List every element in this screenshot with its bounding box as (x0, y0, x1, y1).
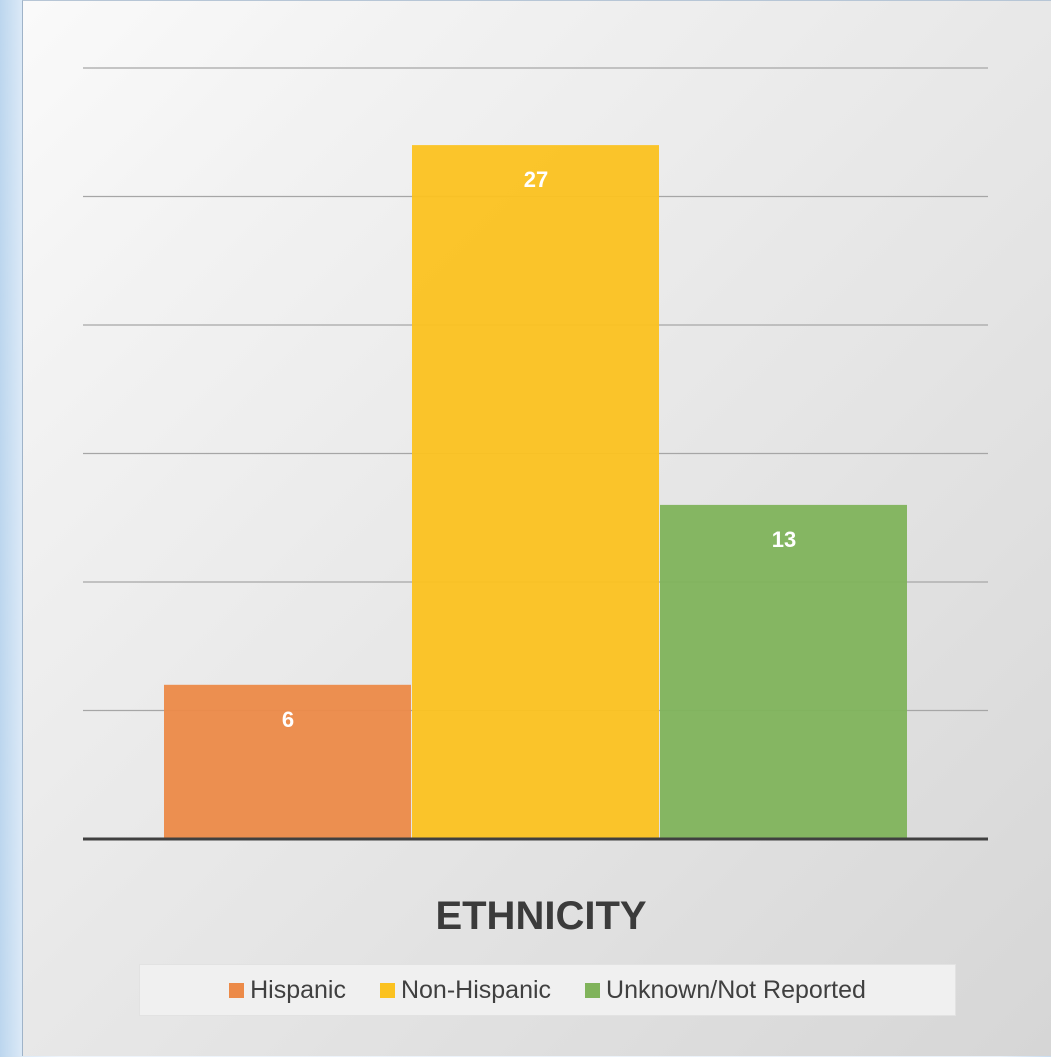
legend-swatch (379, 982, 395, 998)
legend-label: Unknown/Not Reported (606, 975, 866, 1004)
legend-label: Hispanic (250, 975, 346, 1004)
chart-panel: 6 27 13 ETHNICITY Hispanic Non-Hispanic Unkn… (22, 0, 1051, 1056)
legend-swatch (585, 982, 601, 998)
data-labels: 6 27 13 (282, 167, 796, 732)
legend-label: Non-Hispanic (400, 975, 552, 1004)
chart-plot: 6 27 13 ETHNICITY (83, 67, 988, 938)
bar-unknown-not-reported (660, 504, 907, 839)
legend-item: Hispanic (229, 976, 346, 1005)
legend-swatch (229, 982, 245, 998)
bar-non-hispanic (412, 145, 659, 840)
legend: Hispanic Non-Hispanic Unknown/Not Reported (139, 964, 956, 1016)
data-label: 27 (524, 167, 548, 192)
chart-title: ETHNICITY (435, 894, 646, 938)
legend-item: Non-Hispanic (379, 975, 552, 1005)
data-label: 6 (282, 707, 294, 732)
bars (164, 145, 907, 840)
data-label: 13 (772, 527, 796, 552)
bar-hispanic (164, 684, 411, 839)
legend-item: Unknown/Not Reported (585, 976, 866, 1005)
